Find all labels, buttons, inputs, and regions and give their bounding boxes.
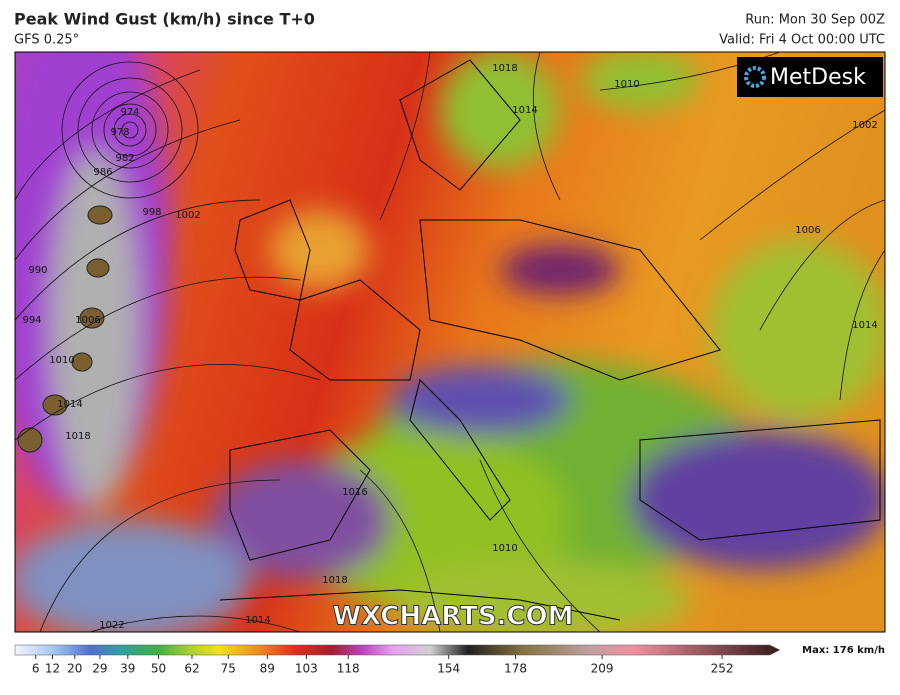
isobar-label: 982 — [115, 153, 134, 164]
colorbar-tick-label: 103 — [295, 662, 318, 676]
run-time: Run: Mon 30 Sep 00Z — [745, 13, 885, 28]
watermark: WXCHARTS.COM — [332, 602, 573, 632]
isobar-label: 1014 — [512, 105, 537, 116]
colorbar-tick-label: 50 — [151, 662, 166, 676]
isobar-label: 1014 — [245, 615, 270, 626]
isobar-label: 986 — [93, 167, 112, 178]
subtitle: GFS 0.25° — [14, 33, 79, 48]
isobar-label: 1002 — [175, 210, 200, 221]
colorbar-tick-label: 178 — [504, 662, 527, 676]
logo-box — [737, 57, 883, 97]
colorbar-arrow — [770, 645, 780, 655]
colorbar — [14, 644, 771, 656]
isobar-label: 990 — [28, 265, 47, 276]
wind-field — [15, 52, 885, 632]
isobar-label: 978 — [110, 127, 129, 138]
isobar-label: 974 — [120, 107, 139, 118]
isobar-label: 1014 — [852, 320, 877, 331]
isobar-label: 1018 — [492, 63, 517, 74]
isobar-label: 1016 — [342, 487, 367, 498]
isobar-label: 998 — [142, 207, 161, 218]
map-frame — [14, 51, 886, 633]
logo-icon — [744, 66, 766, 88]
isobar-label: 1014 — [57, 399, 82, 410]
colorbar-tick-label: 12 — [45, 662, 60, 676]
isobar-label: 1002 — [852, 120, 877, 131]
isobar-label: 1022 — [99, 620, 124, 631]
colorbar-tick-label: 75 — [221, 662, 236, 676]
isobar-label: 1018 — [322, 575, 347, 586]
coastlines — [219, 59, 881, 621]
colorbar-tick-label: 89 — [260, 662, 275, 676]
isobar-label: 1006 — [75, 315, 100, 326]
isobar-label: 1018 — [65, 431, 90, 442]
title: Peak Wind Gust (km/h) since T+0 — [14, 10, 315, 29]
isobar-label: 1010 — [614, 79, 639, 90]
colorbar-tick-label: 39 — [120, 662, 135, 676]
colorbar-tick-label: 209 — [591, 662, 614, 676]
max-label: Max: 176 km/h — [802, 645, 885, 656]
isobar-label: 1010 — [49, 355, 74, 366]
colorbar-tick-label: 62 — [184, 662, 199, 676]
isobar-label: 1010 — [492, 543, 517, 554]
colorbar-tick-label: 118 — [337, 662, 360, 676]
colorbar-tick-label: 29 — [92, 662, 107, 676]
isobar-label: 994 — [22, 315, 41, 326]
colorbar-tick-label: 252 — [711, 662, 734, 676]
isobar-label: 1006 — [795, 225, 820, 236]
valid-time: Valid: Fri 4 Oct 00:00 UTC — [719, 33, 885, 48]
colorbar-tick-label: 6 — [32, 662, 40, 676]
colorbar-tick-label: 154 — [437, 662, 460, 676]
colorbar-tick-label: 20 — [67, 662, 82, 676]
logo: MetDesk — [770, 65, 866, 90]
